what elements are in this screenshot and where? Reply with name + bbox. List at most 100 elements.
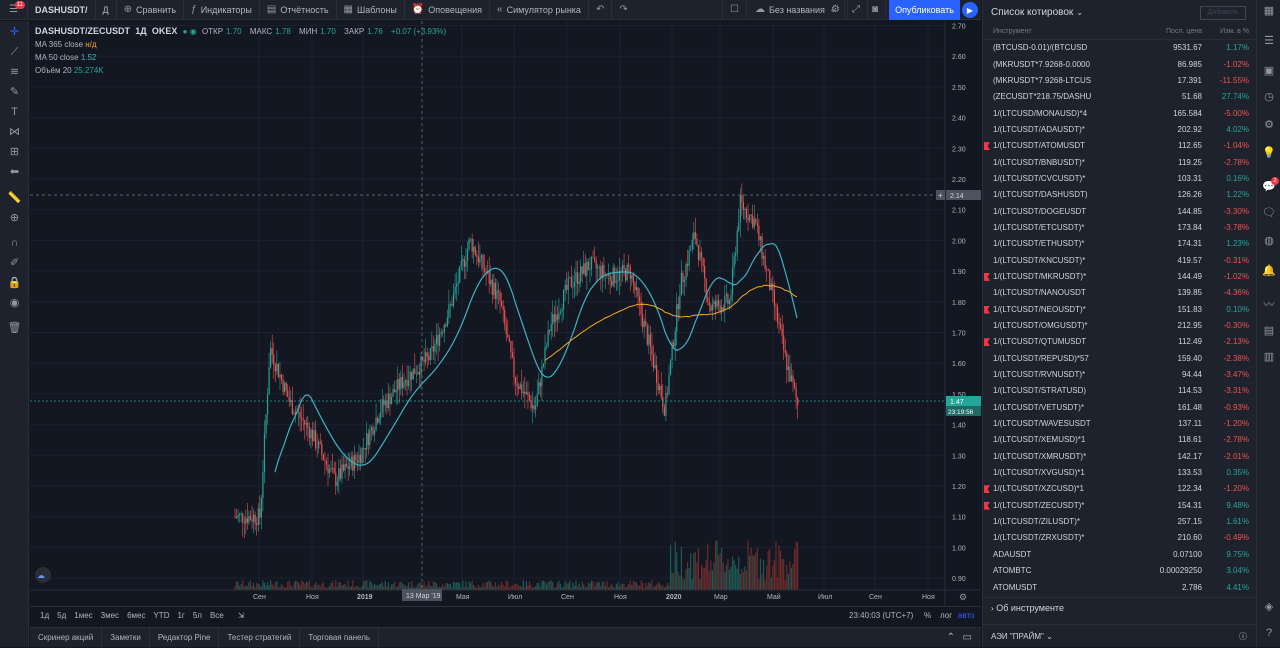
chart-settings-icon[interactable]: ⚙: [959, 592, 967, 602]
watchlist-row[interactable]: 1/(LTCUSDT/KNCUSDT)* 419.57 -0.31%: [983, 252, 1256, 269]
indicators-button[interactable]: ƒ Индикаторы: [184, 0, 260, 20]
watchlist-row[interactable]: 1/(LTCUSDT/RVNUSDT)* 94.44 -3.47%: [983, 367, 1256, 384]
range-5[interactable]: YTD: [153, 611, 170, 620]
trend-line-icon[interactable]: ⟋: [10, 46, 19, 58]
undo-button[interactable]: ↶: [589, 0, 613, 20]
col-last[interactable]: Посл. цена: [1166, 28, 1202, 35]
watchlist-row[interactable]: 1/(LTCUSDT/REPUSD)*57 159.40 -2.38%: [983, 351, 1256, 367]
calendar-icon[interactable]: ▣: [1263, 65, 1275, 77]
watchlist-row[interactable]: 1/(LTCUSDT/OMGUSDT)* 212.95 -0.30%: [983, 318, 1256, 335]
legend-volume-row[interactable]: Объём 20 25.274K: [35, 64, 449, 77]
alerts-button[interactable]: ⏰ Оповещения: [405, 0, 491, 20]
watchlist-row[interactable]: 1/(LTCUSDT/NEOUSDT)* 151.83 0.10%: [983, 302, 1256, 318]
watchlist-row[interactable]: 1/(LTCUSDT/ETCUSDT)* 173.84 -3.78%: [983, 220, 1256, 237]
watchlist-row[interactable]: ADAUSDT 0.07100 9.75%: [983, 547, 1256, 563]
tab-notes[interactable]: Заметки: [102, 627, 150, 648]
crosshair-plus-marker[interactable]: [936, 190, 945, 200]
publish-button[interactable]: Опубликовать: [889, 0, 960, 20]
layout-checkbox[interactable]: ☐: [722, 0, 747, 20]
zoom-in-icon[interactable]: ⊕: [9, 212, 20, 224]
fib-icon[interactable]: ≋: [9, 66, 20, 78]
watchlist-row[interactable]: 1/(LTCUSDT/ETHUSDT)* 174.31 1.23%: [983, 236, 1256, 253]
watchlist-row[interactable]: (BTCUSD-0.01)/(BTCUSD 9531.67 1.17%: [983, 40, 1256, 57]
watchlist-row[interactable]: 1/(LTCUSDT/ZECUSDT)* 154.31 9.48%: [983, 498, 1256, 514]
layers-icon[interactable]: ◈: [1264, 601, 1274, 613]
streams-icon[interactable]: ◍: [1264, 235, 1274, 247]
aei-news-header[interactable]: АЭИ "ПРАЙМ" ⌄ ⓘ: [983, 624, 1257, 647]
interval-button[interactable]: Д: [96, 0, 117, 20]
watchlist-row[interactable]: 1/(LTCUSDT/ATOMUSDT 112.65 -1.04%: [983, 138, 1256, 155]
lock-icon[interactable]: 🔒: [7, 277, 22, 289]
range-7[interactable]: 5л: [192, 611, 202, 620]
lock-drawing-icon[interactable]: ✐: [9, 257, 20, 269]
notifications-icon[interactable]: 🔔: [1262, 265, 1276, 277]
watchlist-row[interactable]: 1/(LTCUSDT/ZRXUSDT)* 210.60 -0.49%: [983, 530, 1256, 547]
clock-icon[interactable]: ◷: [1264, 91, 1274, 103]
tab-pine-editor[interactable]: Редактор Pine: [150, 627, 220, 648]
flag-icon[interactable]: [984, 142, 990, 151]
range-1[interactable]: 5д: [57, 611, 67, 620]
watchlist-row[interactable]: ATOMUSDT 2.786 4.41%: [983, 579, 1256, 596]
arrow-left-icon[interactable]: ⬅: [9, 166, 20, 178]
range-8[interactable]: Все: [209, 611, 224, 620]
play-button[interactable]: ▶: [962, 2, 978, 18]
tab-trading-panel[interactable]: Торговая панель: [300, 627, 380, 648]
symbol-search-button[interactable]: DASHUSDT/: [28, 0, 96, 20]
tab-strategy-tester[interactable]: Тестер стратегий: [219, 627, 301, 648]
fullscreen-grid-icon[interactable]: ▦: [1263, 5, 1275, 17]
layout-name-button[interactable]: ☁ Без названия ⌄: [748, 0, 846, 20]
pattern-icon[interactable]: ⋈: [9, 126, 20, 138]
price-chart[interactable]: 2.70 2.60 2.50 2.40 2.30 2.20 2.10 2.00 1.90 1.80…: [30, 21, 981, 606]
range-3[interactable]: 3мес: [100, 611, 120, 620]
depth-icon[interactable]: ▥: [1263, 351, 1275, 363]
watchlist-icon[interactable]: ☰: [1264, 35, 1274, 47]
data-window-icon[interactable]: ⚙: [1264, 119, 1274, 131]
flag-icon[interactable]: [984, 485, 990, 494]
watchlist-row[interactable]: 1/(LTCUSDT/QTUMUSDT 112.49 -2.13%: [983, 334, 1256, 351]
templates-button[interactable]: ▦ Шаблоны: [337, 0, 405, 20]
chevron-up-icon[interactable]: ⌃: [946, 632, 955, 643]
watchlist-row[interactable]: 1/(LTCUSDT/DOGEUSDT 144.85 -3.30%: [983, 203, 1256, 220]
range-4[interactable]: 6мес: [127, 611, 146, 620]
watchlist-row[interactable]: 1/(LTCUSDT/DASHUSDT) 126.26 1.22%: [983, 187, 1256, 204]
flag-icon[interactable]: [984, 272, 990, 281]
scale-percent-button[interactable]: %: [924, 611, 932, 620]
order-panel-icon[interactable]: ▤: [1263, 325, 1275, 337]
watchlist-row[interactable]: ATOMBTC 0.00029250 3.04%: [983, 563, 1256, 580]
watchlist-row[interactable]: 1/(LTCUSDT/NANOUSDT 139.85 -4.36%: [983, 285, 1256, 302]
trend-icon[interactable]: 〰: [1263, 299, 1275, 311]
watchlist-row[interactable]: 1/(LTCUSDT/XVGUSD)*1 133.53 0.35%: [983, 465, 1256, 482]
info-icon[interactable]: ⓘ: [1239, 632, 1247, 641]
watchlist-row[interactable]: 1/(LTCUSDT/STRATUSD) 114.53 -3.31%: [983, 383, 1256, 400]
scale-log-button[interactable]: лог: [940, 611, 953, 620]
watchlist-row[interactable]: 1/(LTCUSDT/XMRUSDT)* 142.17 -2.01%: [983, 449, 1256, 465]
watchlist-row[interactable]: (MKRUSDT*7.9268-LTCUS 17.391 -11.55%: [983, 73, 1256, 90]
flag-icon[interactable]: [984, 338, 990, 347]
about-symbol-header[interactable]: › Об инструменте: [983, 597, 1257, 617]
col-change[interactable]: Изм. в %: [1220, 28, 1249, 35]
redo-button[interactable]: ↷: [612, 0, 634, 20]
settings-button[interactable]: ⚙: [824, 0, 848, 20]
watchlist-row[interactable]: 1/(LTCUSDT/VETUSDT)* 161.48 -0.93%: [983, 400, 1256, 416]
reports-button[interactable]: ▤ Отчётность: [260, 0, 337, 20]
range-2[interactable]: 1мес: [74, 611, 93, 620]
add-symbol-button[interactable]: Добавить: [1200, 6, 1246, 20]
brush-icon[interactable]: ✎: [9, 86, 20, 98]
legend-ma365-row[interactable]: MA 365 close н/д: [35, 38, 449, 51]
watchlist-row[interactable]: 1/(LTCUSDT/ADAUSDT)* 202.92 4.02%: [983, 122, 1256, 139]
eye-icon[interactable]: ◉: [9, 297, 20, 309]
watchlist-row[interactable]: 1/(LTCUSDT/ZILUSDT)* 257.15 1.61%: [983, 514, 1256, 531]
compare-button[interactable]: ⊕ Сравнить: [117, 0, 185, 20]
watchlist-row[interactable]: (MKRUSDT*7.9268-0.0000 86.985 -1.02%: [983, 56, 1256, 73]
prediction-icon[interactable]: ⊞: [9, 146, 20, 158]
flag-icon[interactable]: [984, 305, 990, 314]
scale-auto-button[interactable]: авто: [958, 611, 975, 620]
chart-pane[interactable]: 2.70 2.60 2.50 2.40 2.30 2.20 2.10 2.00 1.90 1.80…: [30, 21, 981, 606]
ideas-icon[interactable]: 💡: [1262, 147, 1276, 159]
range-0[interactable]: 1д: [40, 611, 50, 620]
watchlist-row[interactable]: 1/(LTCUSDT/XZCUSD)*1 122.34 -1.20%: [983, 481, 1256, 498]
maximize-icon[interactable]: ▭: [962, 632, 972, 643]
menu-button[interactable]: ☰ 11: [0, 0, 28, 20]
watchlist-row[interactable]: 1/(LTCUSDT/XEMUSD)*1 118.61 -2.78%: [983, 432, 1256, 449]
crosshair-icon[interactable]: ✛: [9, 26, 20, 38]
